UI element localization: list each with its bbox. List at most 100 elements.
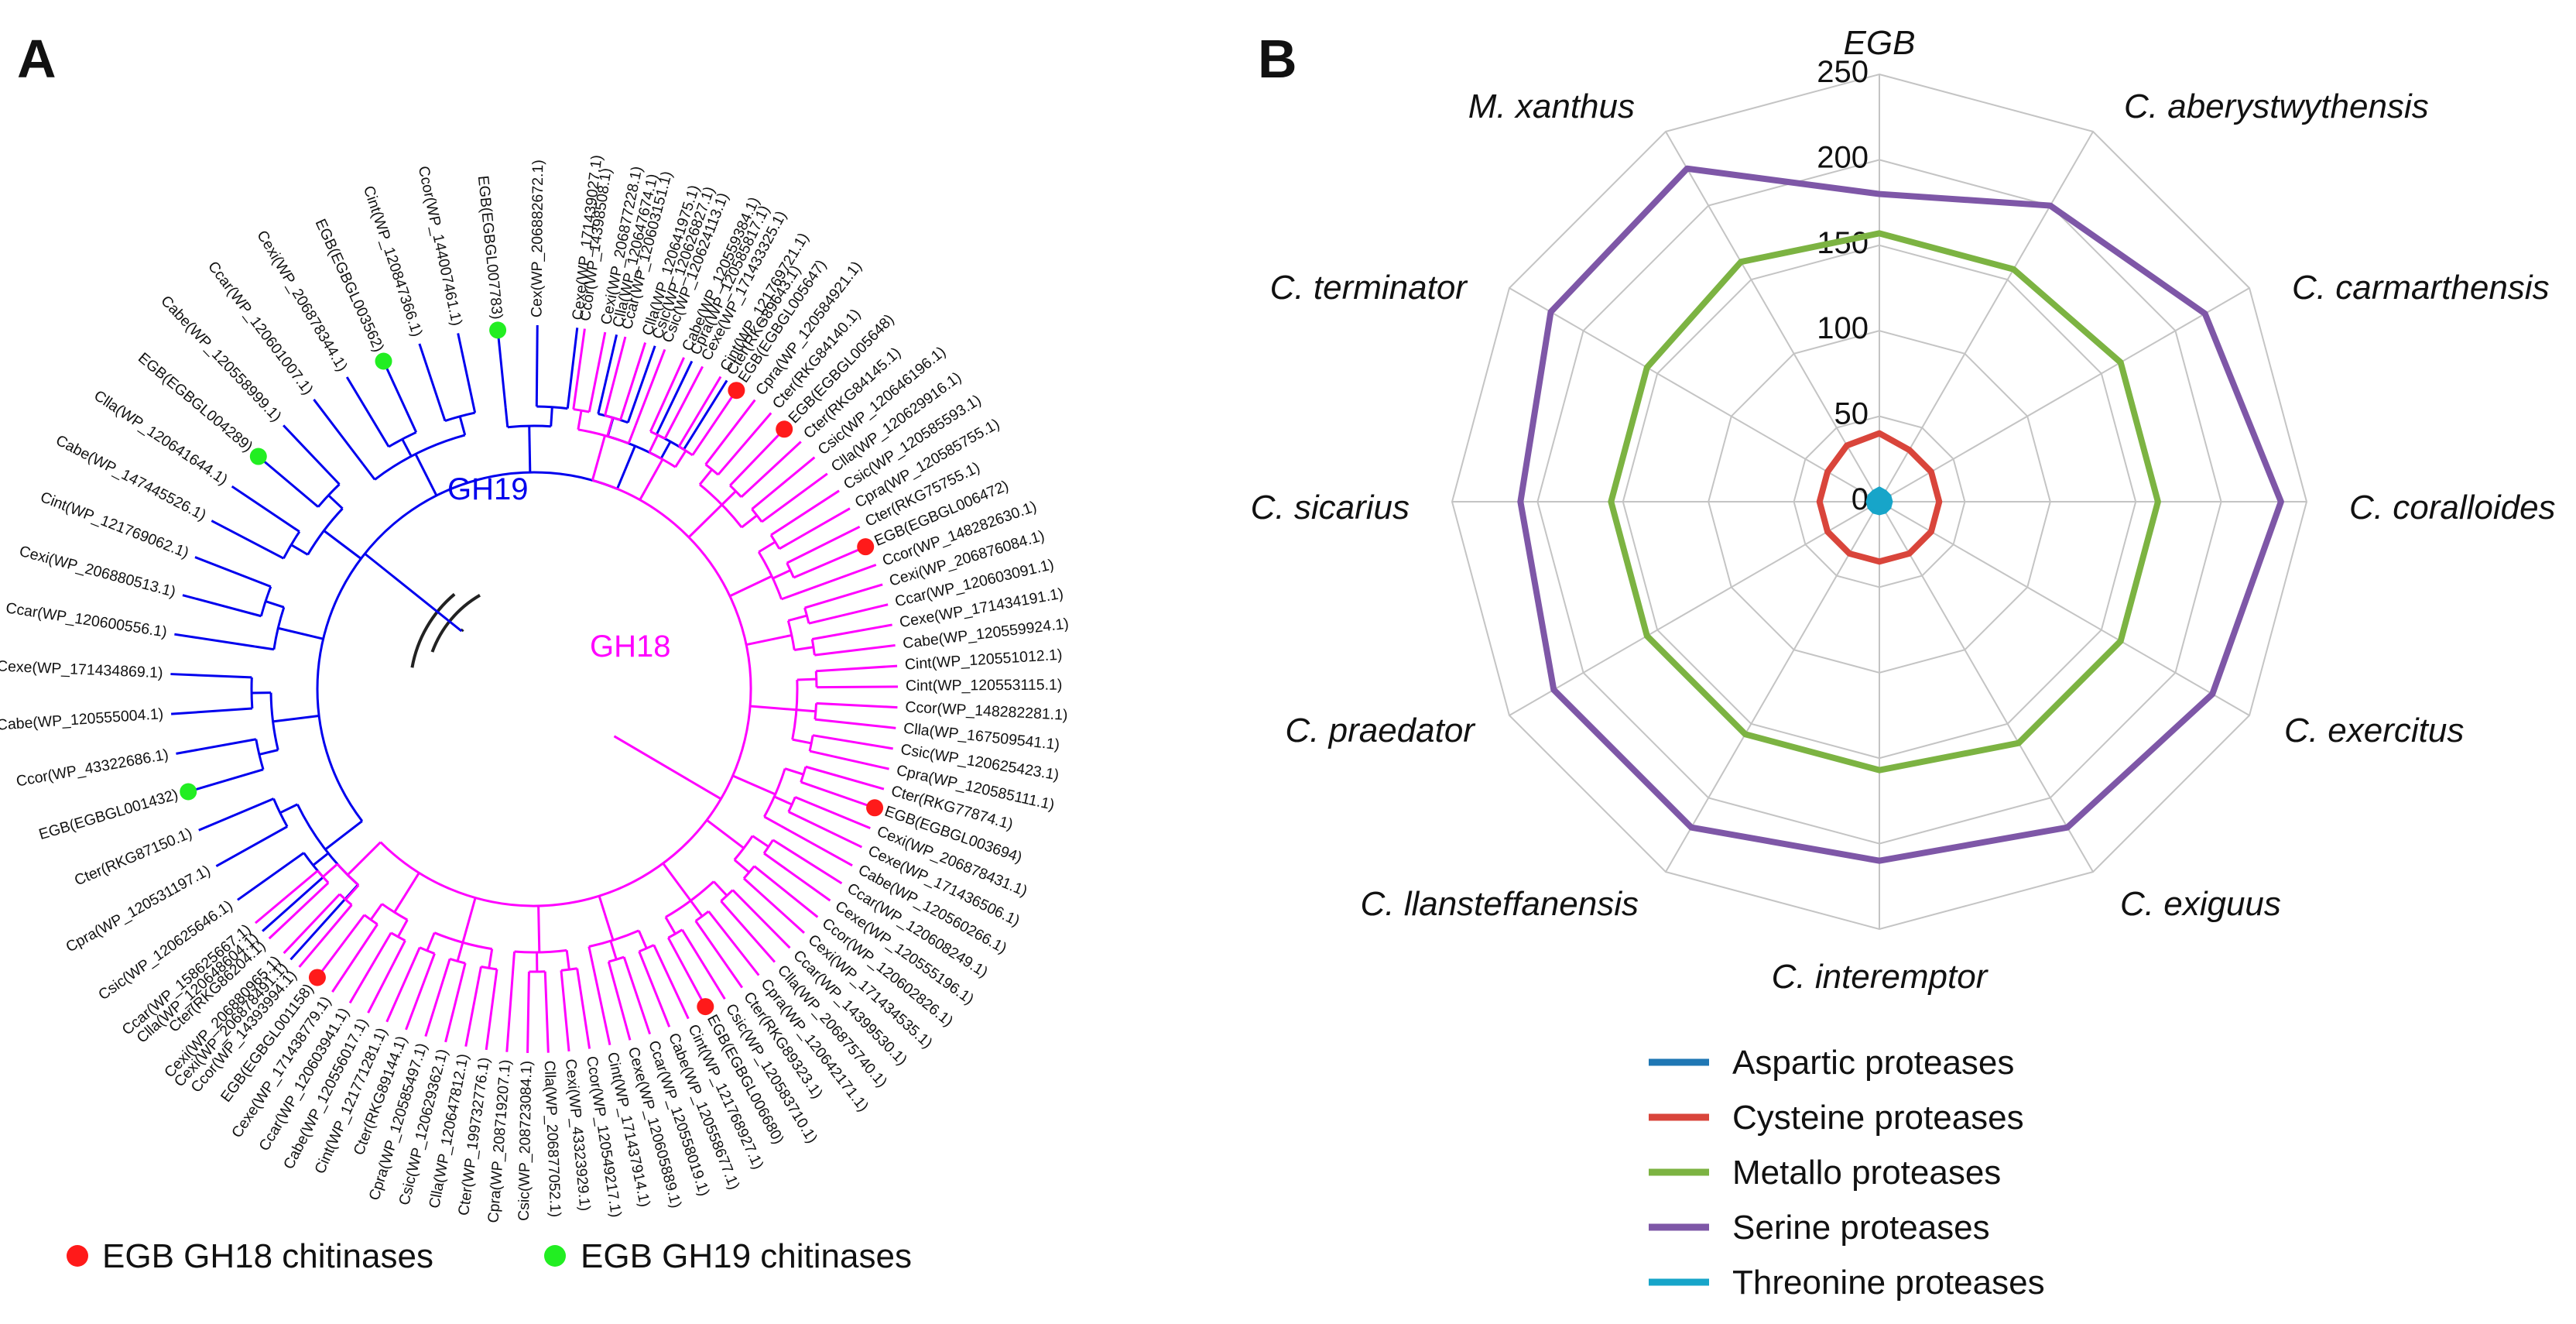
tree-arc — [605, 414, 622, 421]
tree-arc — [388, 430, 417, 448]
radar-spoke — [1665, 131, 1880, 503]
radar-axis-label: C. praedator — [1285, 712, 1476, 749]
tree-branch — [576, 968, 591, 1049]
tree-branch — [182, 594, 262, 618]
egb-gh19-marker — [375, 352, 392, 370]
tree-branch — [816, 664, 898, 673]
tree-branch — [393, 872, 420, 913]
tree-branch — [367, 940, 406, 1014]
tree-branch — [485, 969, 498, 1051]
tree-branch — [174, 633, 255, 648]
tree-branch — [313, 399, 365, 465]
gh19-leaf-label: Cabe(WP_120555004.1) — [0, 705, 164, 734]
tree-arc — [729, 484, 742, 498]
tree-branch — [613, 735, 722, 801]
tree-branch — [591, 435, 606, 481]
egb-gh18-marker — [866, 799, 884, 817]
tree-arc — [481, 966, 498, 971]
tree-branch — [458, 416, 467, 436]
tree-branch — [721, 490, 737, 506]
tree-branch — [488, 948, 494, 969]
tree-arc — [678, 445, 694, 457]
series-cysteine-proteases — [1816, 430, 1943, 565]
tree-branch — [770, 489, 840, 537]
tree-branch — [361, 463, 376, 481]
tree-branch — [607, 961, 632, 1041]
tree-branch — [781, 591, 800, 601]
tree-arc — [762, 839, 774, 854]
radar-axis-label: C. exiguus — [2120, 885, 2281, 923]
tree-arc — [460, 628, 464, 633]
tree-branch — [741, 514, 758, 529]
gh18-leaf-label: Cint(WP_120551012.1) — [904, 647, 1063, 674]
tree-branch — [648, 434, 659, 453]
tree-branch — [720, 900, 776, 963]
tree-branch — [344, 884, 360, 900]
tree-arc — [449, 957, 466, 965]
gh19-leaf-label: Ccor(WP_43322686.1) — [15, 746, 170, 791]
tree-branch — [237, 852, 305, 901]
radar-axis-label: C. carmarthensis — [2292, 269, 2550, 307]
tree-arc — [786, 620, 796, 650]
tree-branch — [598, 895, 615, 941]
tree-arc — [374, 434, 466, 481]
gh19-leaf-label: Cexi(WP_206880513.1) — [18, 543, 178, 601]
tree-branch — [704, 399, 756, 465]
legend-label: Threonine proteases — [1732, 1264, 2045, 1302]
radar-axis-label: C. interemptor — [1772, 958, 1989, 996]
tree-branch — [800, 780, 879, 811]
egb-gh19-marker — [249, 448, 267, 465]
legend-label: Serine proteases — [1732, 1209, 1990, 1247]
tree-branch — [504, 407, 509, 427]
tree-arc — [751, 508, 763, 523]
tree-branch — [323, 530, 362, 560]
tree-branch — [662, 863, 692, 902]
tree-branch — [265, 600, 285, 609]
tree-branch — [512, 951, 516, 972]
tree-branch — [751, 456, 816, 510]
tree-branch — [289, 898, 346, 961]
legend-gh19-marker — [544, 1245, 566, 1267]
tree-branch — [763, 852, 831, 902]
tree-branch — [171, 707, 252, 715]
tree-branch — [283, 424, 341, 485]
tree-branch — [758, 540, 776, 554]
tree-branch — [812, 734, 893, 750]
egb-gh18-marker — [728, 382, 745, 400]
legend-gh18-label: EGB GH18 chitinases — [102, 1237, 433, 1275]
tree-branch — [528, 426, 532, 473]
tree-branch — [753, 865, 819, 918]
tree-arc — [514, 948, 567, 954]
tree-branch — [750, 705, 797, 712]
tree-branch — [456, 942, 464, 962]
tree-branch — [591, 965, 611, 1045]
tree-branch — [322, 863, 338, 878]
tree-branch — [577, 410, 583, 430]
tree-branch — [254, 645, 275, 651]
radar-tick-label: 100 — [1817, 311, 1869, 345]
radar-spoke — [1879, 287, 2250, 503]
tree-branch — [706, 818, 745, 849]
tree-branch — [814, 643, 896, 657]
tree-branch — [609, 940, 618, 960]
tree-branch — [298, 904, 353, 968]
tree-branch — [674, 450, 687, 468]
tree-branch — [638, 951, 671, 1027]
series-serine-proteases — [1517, 165, 2284, 864]
tree-arc — [379, 478, 752, 907]
tree-branch — [799, 564, 877, 594]
tree-branch — [215, 825, 288, 867]
tree-arc — [317, 483, 341, 508]
tree-branch — [794, 796, 871, 830]
radar-spoke — [1665, 501, 1880, 873]
tree-branch — [626, 345, 656, 424]
tree-branch — [424, 958, 451, 1038]
tree-branch — [698, 468, 713, 485]
tree-branch — [772, 839, 843, 885]
tree-branch — [572, 328, 586, 410]
tree-arc — [704, 463, 719, 476]
tree-branch — [763, 815, 782, 828]
